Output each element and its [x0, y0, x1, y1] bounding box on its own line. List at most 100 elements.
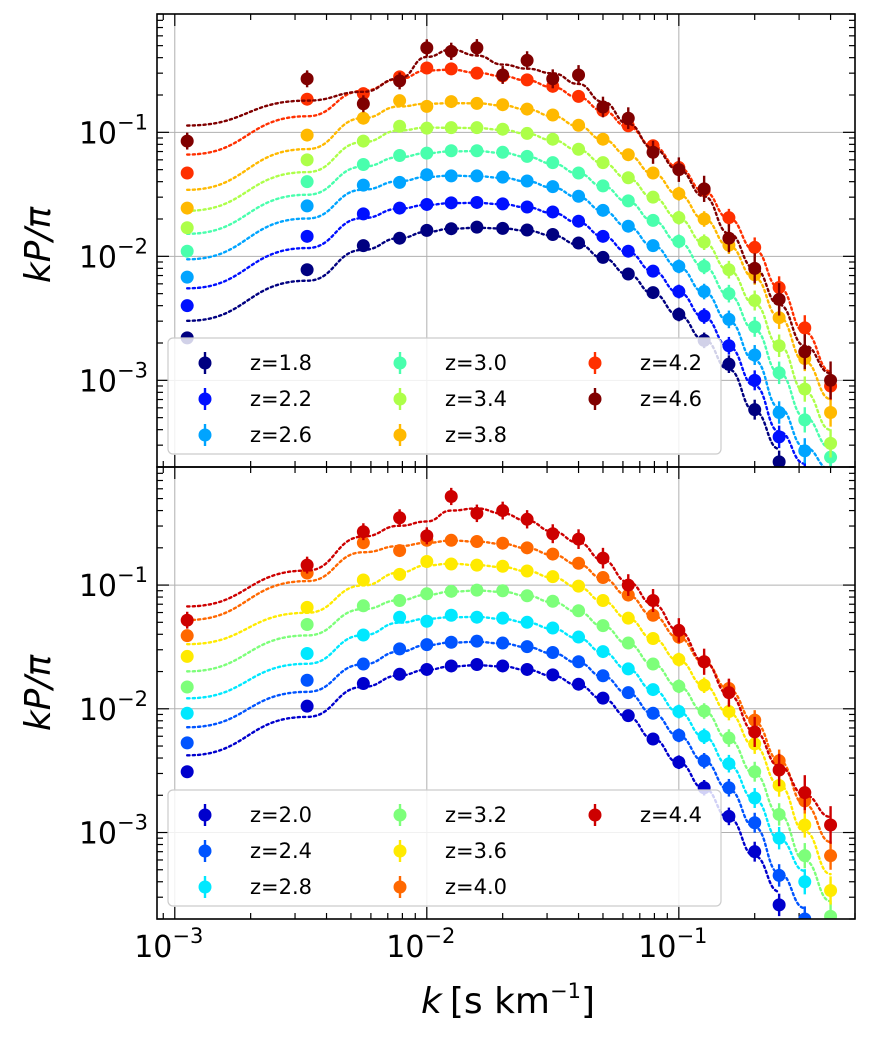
data-point-z=2.8	[572, 630, 586, 644]
data-point-z=3.8	[646, 166, 660, 180]
data-point-z=3.2	[356, 599, 370, 613]
data-point-z=3.4	[470, 121, 484, 135]
legend-label: z=3.2	[445, 803, 507, 827]
data-point-z=2.4	[697, 754, 711, 768]
data-point-z=4.4	[444, 489, 458, 503]
legend-box	[167, 337, 722, 455]
fit-curve-z=3.0	[185, 149, 832, 450]
legend: z=2.0 z=2.4 z=2.8 z=3.2 z=3.6 z=4.0 z=4.4	[167, 789, 722, 907]
data-point-z=3.4	[180, 221, 194, 235]
y-tick-label: 10−1	[79, 110, 148, 151]
legend-marker	[198, 392, 212, 406]
legend-label: z=2.0	[250, 803, 312, 827]
data-point-z=2.6	[356, 178, 370, 192]
legend-label: z=2.8	[250, 875, 312, 899]
data-point-z=4.4	[596, 551, 610, 565]
data-point-z=4.0	[393, 544, 407, 558]
data-point-z=3.6	[672, 653, 686, 667]
data-point-z=1.8	[444, 222, 458, 236]
data-point-z=4.2	[798, 321, 812, 335]
data-point-z=1.8	[496, 221, 510, 235]
data-point-z=4.4	[470, 506, 484, 520]
data-point-z=2.8	[393, 610, 407, 624]
data-point-z=3.4	[646, 190, 660, 204]
data-point-z=4.6	[646, 145, 660, 159]
data-point-z=4.0	[470, 534, 484, 548]
data-point-z=3.6	[180, 649, 194, 663]
data-point-z=1.8	[470, 220, 484, 234]
data-point-z=3.8	[697, 212, 711, 226]
data-point-z=3.8	[444, 95, 458, 109]
data-point-z=3.2	[697, 704, 711, 718]
data-point-z=2.4	[748, 816, 762, 830]
data-point-z=3.6	[722, 705, 736, 719]
data-point-z=2.4	[646, 706, 660, 720]
data-point-z=2.4	[722, 781, 736, 795]
legend-marker	[393, 356, 407, 370]
data-point-z=4.6	[180, 134, 194, 148]
y-tick-label: 10−3	[79, 358, 148, 399]
data-point-z=3.8	[824, 406, 838, 420]
legend-marker	[588, 356, 602, 370]
legend-marker	[198, 844, 212, 858]
data-point-z=3.2	[300, 618, 314, 632]
data-point-z=3.8	[546, 108, 560, 122]
data-point-z=1.8	[546, 227, 560, 241]
data-point-z=2.2	[356, 207, 370, 221]
bottom-y-axis-label: kP/π	[18, 653, 59, 731]
data-point-z=3.2	[824, 909, 838, 919]
data-point-z=3.0	[420, 146, 434, 160]
data-point-z=2.8	[180, 706, 194, 720]
data-point-z=3.0	[444, 144, 458, 158]
data-point-z=3.2	[798, 849, 812, 863]
data-point-z=3.4	[572, 142, 586, 156]
data-point-z=3.2	[180, 680, 194, 694]
x-tick-label: 10−1	[638, 924, 707, 965]
data-point-z=2.4	[420, 638, 434, 652]
data-point-z=1.8	[621, 267, 635, 281]
data-point-z=2.8	[722, 757, 736, 771]
data-point-z=2.0	[722, 809, 736, 823]
data-point-z=2.0	[546, 668, 560, 682]
data-point-z=2.6	[596, 203, 610, 217]
data-point-z=3.0	[646, 213, 660, 227]
data-point-z=3.4	[596, 156, 610, 170]
data-point-z=2.0	[356, 677, 370, 691]
fit-curve-z=4.0	[185, 539, 832, 844]
legend-box	[167, 789, 722, 907]
data-point-z=3.6	[520, 564, 534, 578]
data-point-z=2.6	[621, 219, 635, 233]
data-point-z=3.2	[444, 584, 458, 598]
top-panel: 10−3 10−2 10−1 z=1.8 z=2.2 z=2.6 z=3.0 z=3.4 z=3…	[79, 13, 856, 468]
data-point-z=4.4	[772, 763, 786, 777]
data-point-z=2.0	[572, 677, 586, 691]
data-point-z=2.4	[393, 642, 407, 656]
data-point-z=4.4	[420, 529, 434, 543]
data-point-z=3.8	[596, 132, 610, 146]
data-point-z=4.2	[470, 66, 484, 80]
data-point-z=1.8	[672, 307, 686, 321]
data-point-z=2.2	[496, 197, 510, 211]
x-axis-label: k [s km−1]	[421, 979, 595, 1022]
data-point-z=3.6	[496, 559, 510, 573]
data-point-z=2.8	[697, 729, 711, 743]
data-point-z=2.8	[546, 621, 560, 635]
data-point-z=2.8	[596, 645, 610, 659]
data-point-z=2.0	[180, 765, 194, 779]
data-point-z=2.8	[496, 611, 510, 625]
data-point-z=2.6	[520, 174, 534, 188]
data-point-z=3.8	[356, 111, 370, 125]
data-point-z=3.0	[300, 175, 314, 189]
data-point-z=3.8	[180, 201, 194, 215]
data-point-z=3.2	[520, 589, 534, 603]
data-point-z=4.0	[444, 533, 458, 547]
x-tick-label: 10−3	[134, 924, 203, 965]
fit-curve-z=3.8	[185, 102, 832, 401]
data-point-z=4.0	[496, 536, 510, 550]
data-point-z=2.8	[356, 628, 370, 642]
data-point-z=2.0	[672, 755, 686, 769]
data-point-z=2.6	[180, 270, 194, 284]
data-point-z=2.6	[393, 175, 407, 189]
data-point-z=2.6	[748, 348, 762, 362]
